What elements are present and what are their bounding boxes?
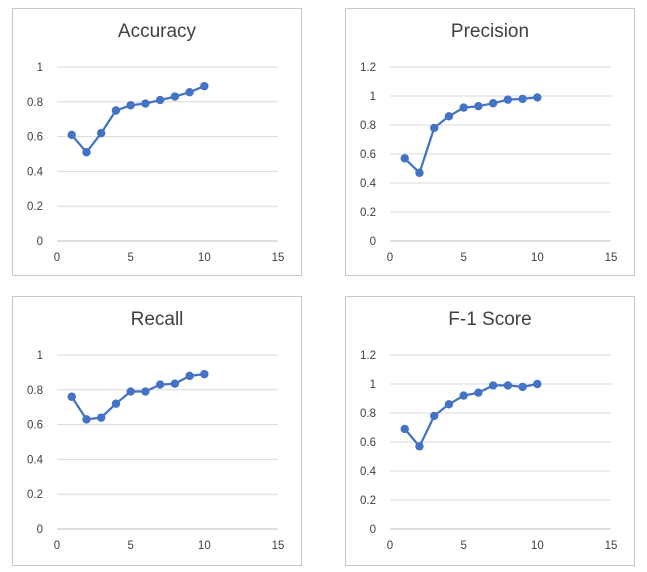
y-tick-label: 0.4 — [360, 178, 377, 190]
data-point — [533, 379, 542, 389]
chart-title: Recall — [130, 309, 184, 330]
data-point — [155, 380, 165, 389]
data-point — [111, 399, 121, 408]
data-point — [400, 424, 409, 434]
x-tick-label: 0 — [387, 540, 393, 552]
line-chart-precision: 0 0.2 0.4 0.6 0.8 1 1.2 0 5 10 15 — [360, 62, 618, 264]
data-point — [97, 128, 106, 138]
y-tick-label: 1.2 — [360, 350, 376, 362]
x-tick-label: 0 — [54, 252, 60, 264]
data-point — [126, 387, 135, 396]
data-point — [141, 99, 150, 108]
data-point — [459, 103, 468, 112]
y-tick-label: 1 — [37, 62, 43, 74]
x-tick-label: 10 — [531, 540, 544, 552]
data-point — [82, 415, 91, 424]
y-tick-label: 0 — [370, 236, 376, 248]
data-point — [474, 388, 483, 397]
data-point — [67, 130, 76, 140]
data-point — [400, 154, 409, 163]
y-tick-label: 0.8 — [360, 408, 376, 420]
line-chart-recall: 00.20.40.60.810 5 10 15 — [27, 350, 285, 552]
y-tick-label: 0.6 — [27, 132, 43, 144]
chart-panel-recall: Recall 0 0.2 0.4 0.6 0.8 1 0 5 10 15 — [12, 296, 302, 566]
data-point — [503, 95, 513, 104]
x-tick-label: 5 — [127, 252, 133, 264]
line-chart-accuracy: 00.20.40.60.810 5 10 15 — [27, 62, 285, 264]
data-point — [430, 411, 439, 421]
data-point — [444, 400, 454, 409]
data-point — [97, 413, 106, 422]
y-tick-label: 0 — [37, 236, 43, 248]
data-point — [111, 106, 121, 115]
data-point — [459, 391, 468, 400]
data-point — [82, 148, 91, 157]
y-tick-label: 0.2 — [27, 201, 43, 213]
data-point — [200, 81, 209, 91]
y-tick-label: 0 — [370, 524, 376, 536]
data-point — [170, 92, 180, 101]
x-tick-label: 5 — [460, 252, 466, 264]
data-point — [518, 94, 527, 104]
y-tick-label: 0.8 — [27, 97, 43, 109]
y-tick-label: 1 — [37, 350, 43, 362]
series-line — [403, 96, 538, 174]
data-point — [415, 168, 424, 178]
y-tick-label: 1 — [370, 91, 376, 103]
data-point — [155, 95, 165, 105]
y-tick-label: 0.2 — [360, 207, 376, 219]
y-tick-label: 0.4 — [360, 466, 377, 478]
data-point — [185, 88, 194, 97]
chart-panel-accuracy: Accuracy 0 0.2 0.4 0.6 0.8 1 0 5 10 15 — [12, 8, 302, 276]
line-chart-f1-score: 0 0.2 0.4 0.6 0.8 1 1.2 0 5 10 15 — [360, 350, 618, 552]
data-point — [415, 442, 424, 451]
chart-title: Precision — [450, 21, 530, 42]
data-point — [488, 99, 498, 108]
x-tick-label: 5 — [460, 540, 466, 552]
chart-title: F-1 Score — [448, 309, 532, 330]
y-tick-label: 0.4 — [27, 166, 44, 178]
y-tick-label: 0.8 — [360, 120, 376, 132]
x-tick-label: 10 — [198, 252, 211, 264]
data-point — [488, 381, 498, 390]
data-point — [185, 371, 194, 381]
y-tick-label: 0.6 — [27, 420, 43, 432]
chart-panel-precision: Precision 0 0.2 0.4 0.6 0.8 1 1.2 0 5 10 15 — [345, 8, 635, 276]
series-line — [403, 382, 538, 448]
data-point — [170, 379, 180, 388]
y-tick-label: 1 — [370, 379, 376, 391]
data-point — [126, 101, 135, 110]
data-point — [503, 381, 513, 390]
chart-title: Accuracy — [117, 21, 197, 42]
data-point — [474, 101, 483, 111]
data-point — [533, 93, 542, 102]
y-tick-label: 0.6 — [360, 437, 376, 449]
x-tick-label: 10 — [198, 540, 211, 552]
x-tick-label: 15 — [605, 252, 618, 264]
data-point — [200, 369, 209, 379]
x-tick-label: 0 — [387, 252, 393, 264]
x-tick-label: 15 — [605, 540, 618, 552]
data-point — [67, 392, 76, 401]
y-tick-label: 0.4 — [27, 454, 44, 466]
x-tick-label: 10 — [531, 252, 544, 264]
chart-panel-f1-score: F-1 Score 0 0.2 0.4 0.6 0.8 1 1.2 0 5 10 15 — [345, 296, 635, 566]
data-point — [430, 123, 439, 133]
data-point — [141, 387, 150, 396]
data-point — [518, 382, 527, 392]
series-line — [70, 372, 205, 421]
x-tick-label: 5 — [127, 540, 133, 552]
x-tick-label: 0 — [54, 540, 60, 552]
x-tick-label: 15 — [272, 252, 285, 264]
y-tick-label: 0.6 — [360, 149, 376, 161]
y-tick-label: 0.8 — [27, 385, 43, 397]
series-line — [70, 85, 205, 154]
y-tick-label: 0.2 — [360, 495, 376, 507]
y-tick-label: 0 — [37, 524, 43, 536]
y-tick-label: 0.2 — [27, 489, 43, 501]
y-tick-label: 1.2 — [360, 62, 376, 74]
data-point — [444, 112, 454, 121]
x-tick-label: 15 — [272, 540, 285, 552]
